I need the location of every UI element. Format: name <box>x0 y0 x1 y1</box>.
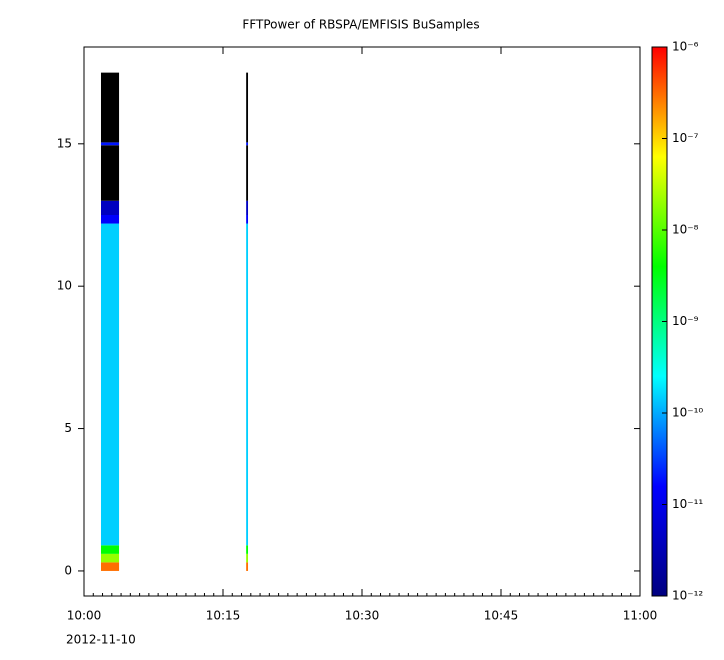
y-tick-label: 10 <box>57 279 72 293</box>
spectrogram-cell <box>100 562 120 571</box>
spectrogram-cell <box>100 223 120 546</box>
colorbar-tick-label: 10⁻⁷ <box>672 131 699 145</box>
x-tick-label: 11:00 <box>623 609 658 623</box>
spectrogram-cell <box>246 142 249 146</box>
colorbar-tick-label: 10⁻⁹ <box>672 314 699 328</box>
colorbar-tick-label: 10⁻¹⁰ <box>672 406 703 420</box>
x-tick-label: 10:00 <box>67 609 102 623</box>
plot-frame <box>83 46 641 597</box>
spectrogram-cell <box>246 215 249 224</box>
spectrogram-cell <box>246 145 249 201</box>
x-tick-label: 10:15 <box>206 609 241 623</box>
spectrogram-cell <box>100 553 120 563</box>
colorbar-tick-label: 10⁻¹¹ <box>672 497 703 511</box>
spectrogram-cell <box>100 142 120 146</box>
y-tick-label: 5 <box>64 421 72 435</box>
spectrogram-cell <box>100 200 120 216</box>
spectrogram-cell <box>246 553 249 563</box>
colorbar-tick-label: 10⁻⁸ <box>672 223 699 237</box>
spectrogram-cell <box>246 545 249 554</box>
spectrogram-cell <box>100 145 120 201</box>
y-tick-label: 0 <box>64 563 72 577</box>
x-tick-label: 10:30 <box>345 609 380 623</box>
colorbar-tick-label: 10⁻⁶ <box>672 40 699 54</box>
chart-title: FFTPower of RBSPA/EMFISIS BuSamples <box>242 18 479 32</box>
spectrogram-cell <box>100 545 120 554</box>
spectrogram-cell <box>246 562 249 571</box>
spectrogram-cell <box>100 215 120 224</box>
spectrogram-cell <box>246 223 249 546</box>
spectrogram-cell <box>246 72 249 143</box>
x-tick-label: 10:45 <box>484 609 519 623</box>
y-tick-label: 15 <box>57 136 72 150</box>
spectrogram-cell <box>100 72 120 143</box>
x-date-label: 2012-11-10 <box>66 633 136 647</box>
colorbar-tick-label: 10⁻¹² <box>672 589 703 603</box>
spectrogram-cell <box>246 200 249 216</box>
